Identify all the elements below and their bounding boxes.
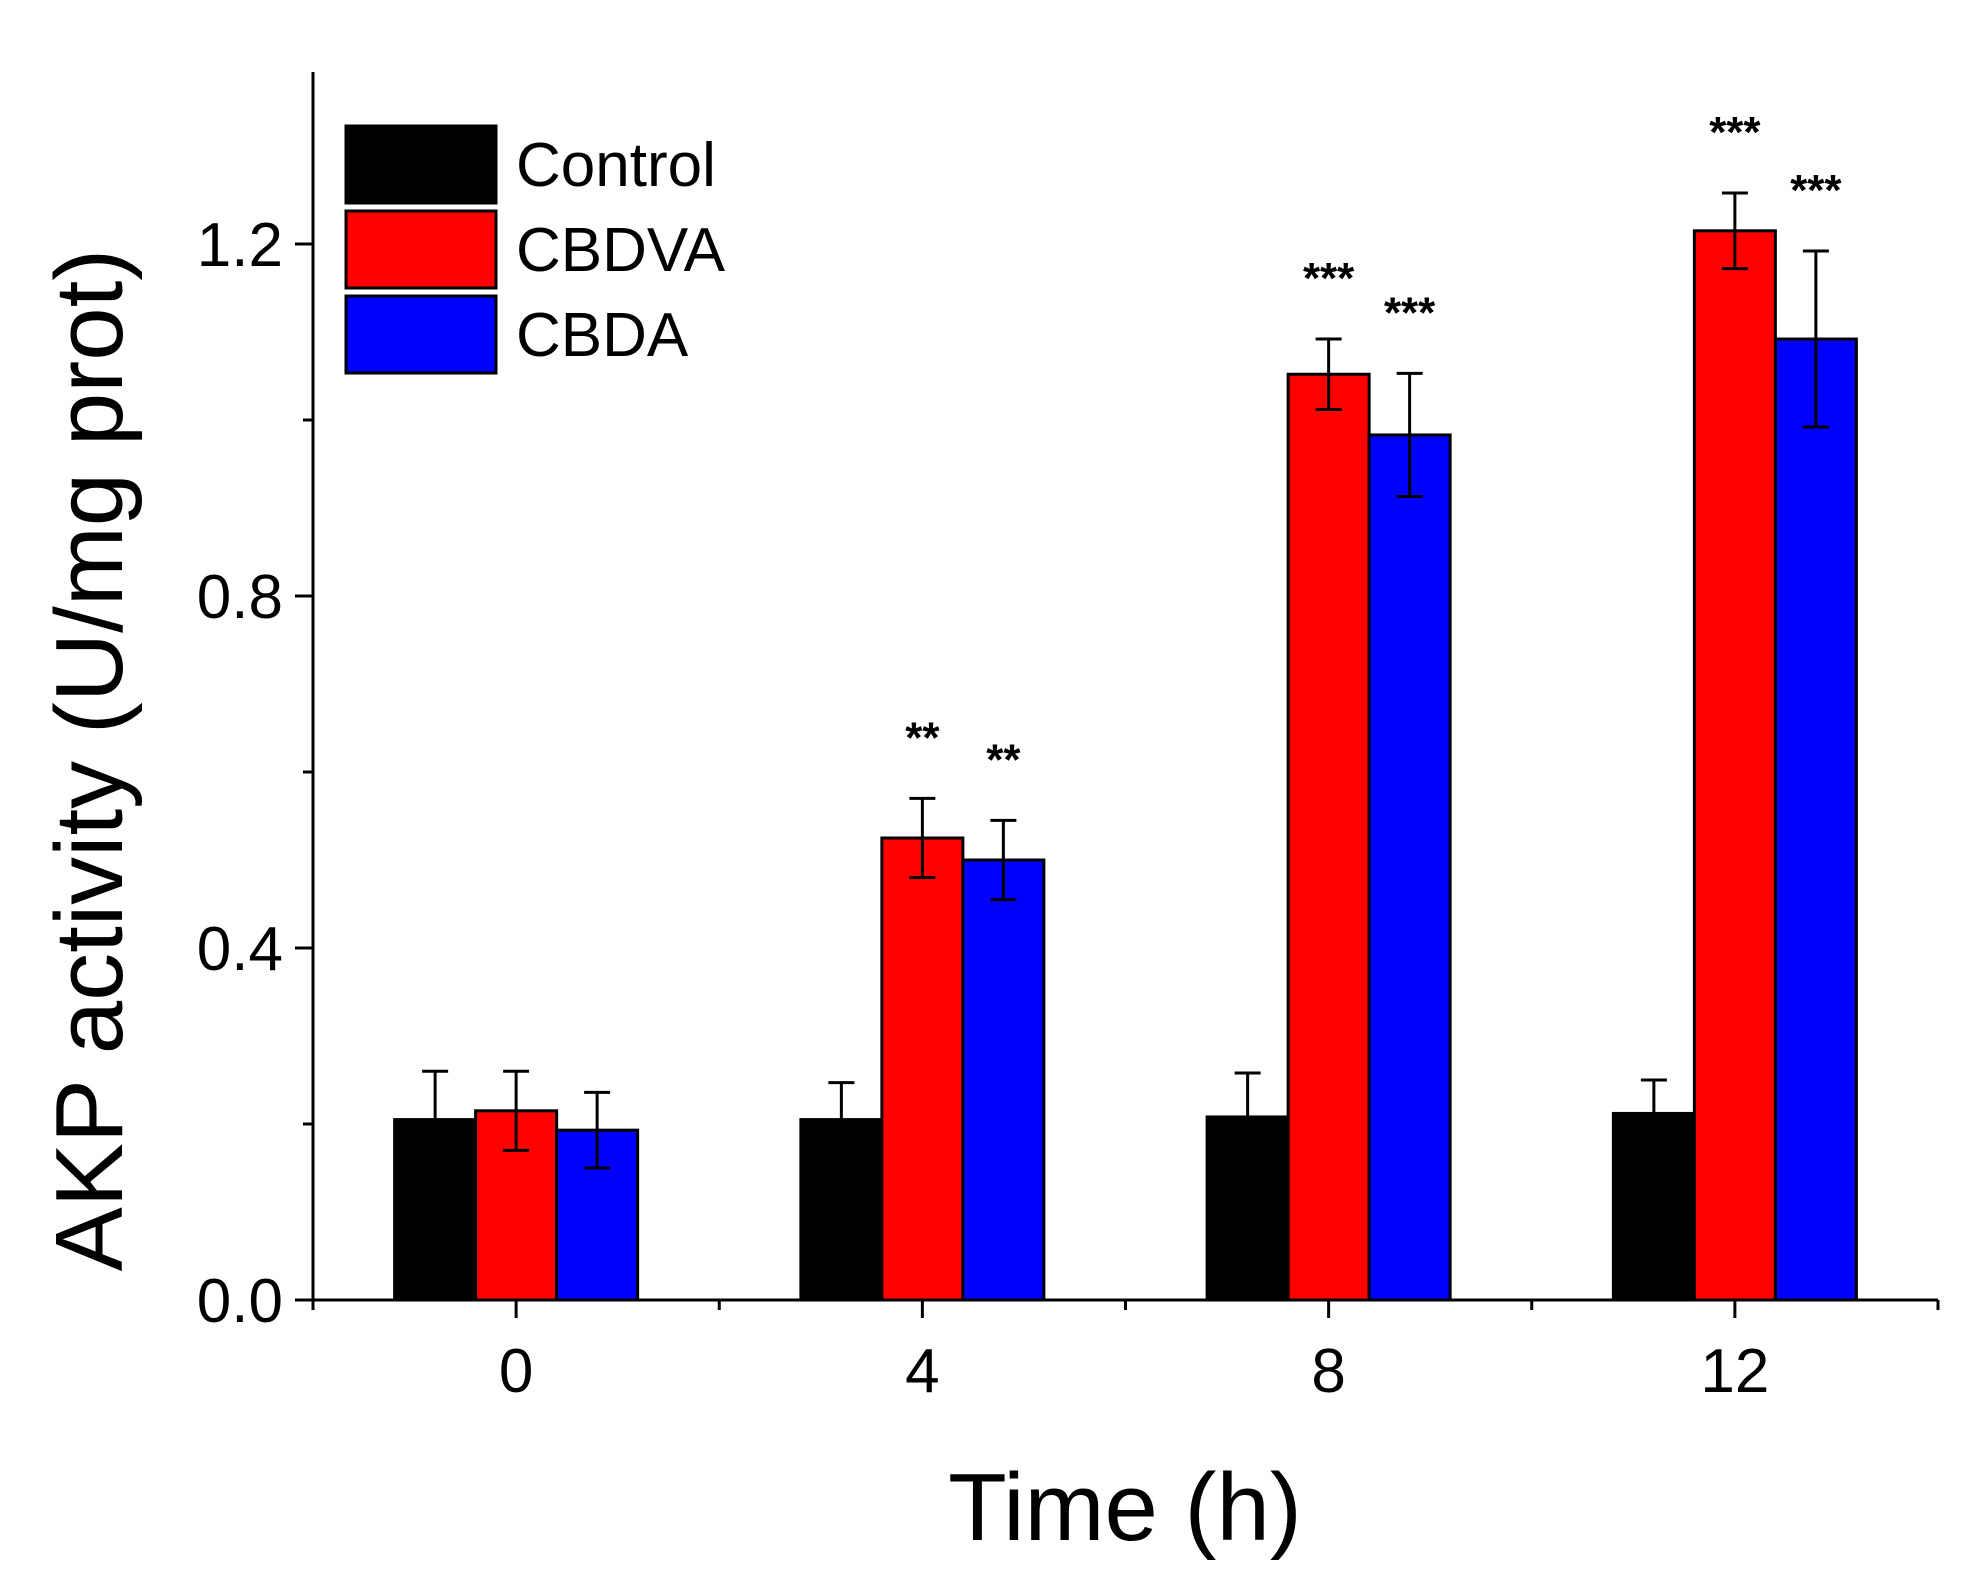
x-axis: 0 4 8 12 (311, 1298, 1940, 1406)
y-tick-label: 1.2 (197, 211, 283, 280)
bar-cbda (1773, 337, 1858, 1302)
legend-label: Control (516, 131, 716, 200)
error-bars (422, 191, 1829, 1170)
legend: Control CBDVA CBDA (344, 124, 726, 375)
legend-label: CBDVA (516, 216, 726, 285)
legend-swatch-control (344, 124, 498, 205)
legend-swatch-cbdva (344, 209, 498, 290)
y-tick-label: 0.0 (197, 1267, 283, 1336)
x-tick-label: 4 (905, 1337, 939, 1406)
legend-swatch-cbda (344, 294, 498, 375)
y-tick-label: 0.8 (197, 563, 283, 632)
y-axis: 0.0 0.4 0.8 1.2 (197, 72, 315, 1336)
y-axis-title: AKP activity (U/mg prot) (36, 249, 143, 1271)
significance-label: *** (1790, 166, 1842, 215)
x-tick-label: 8 (1311, 1337, 1345, 1406)
x-axis-title: Time (h) (948, 1454, 1302, 1561)
significance-label: *** (1384, 288, 1436, 337)
bar-cbdva (1286, 372, 1371, 1302)
bar-cbdva (1692, 229, 1777, 1302)
significance-markers: ** ************** (905, 108, 1842, 784)
significance-label: *** (1303, 254, 1355, 303)
significance-label: ** (905, 713, 940, 762)
legend-label: CBDA (516, 301, 689, 370)
significance-label: ** (986, 735, 1021, 784)
x-tick-label: 0 (499, 1337, 533, 1406)
bar-cbdva (880, 836, 965, 1302)
bar-cbda (961, 858, 1046, 1302)
bar-cbda (1367, 433, 1452, 1302)
y-tick-label: 0.4 (197, 915, 283, 984)
significance-label: *** (1709, 108, 1761, 157)
bars (393, 229, 1858, 1302)
x-tick-label: 12 (1700, 1337, 1769, 1406)
